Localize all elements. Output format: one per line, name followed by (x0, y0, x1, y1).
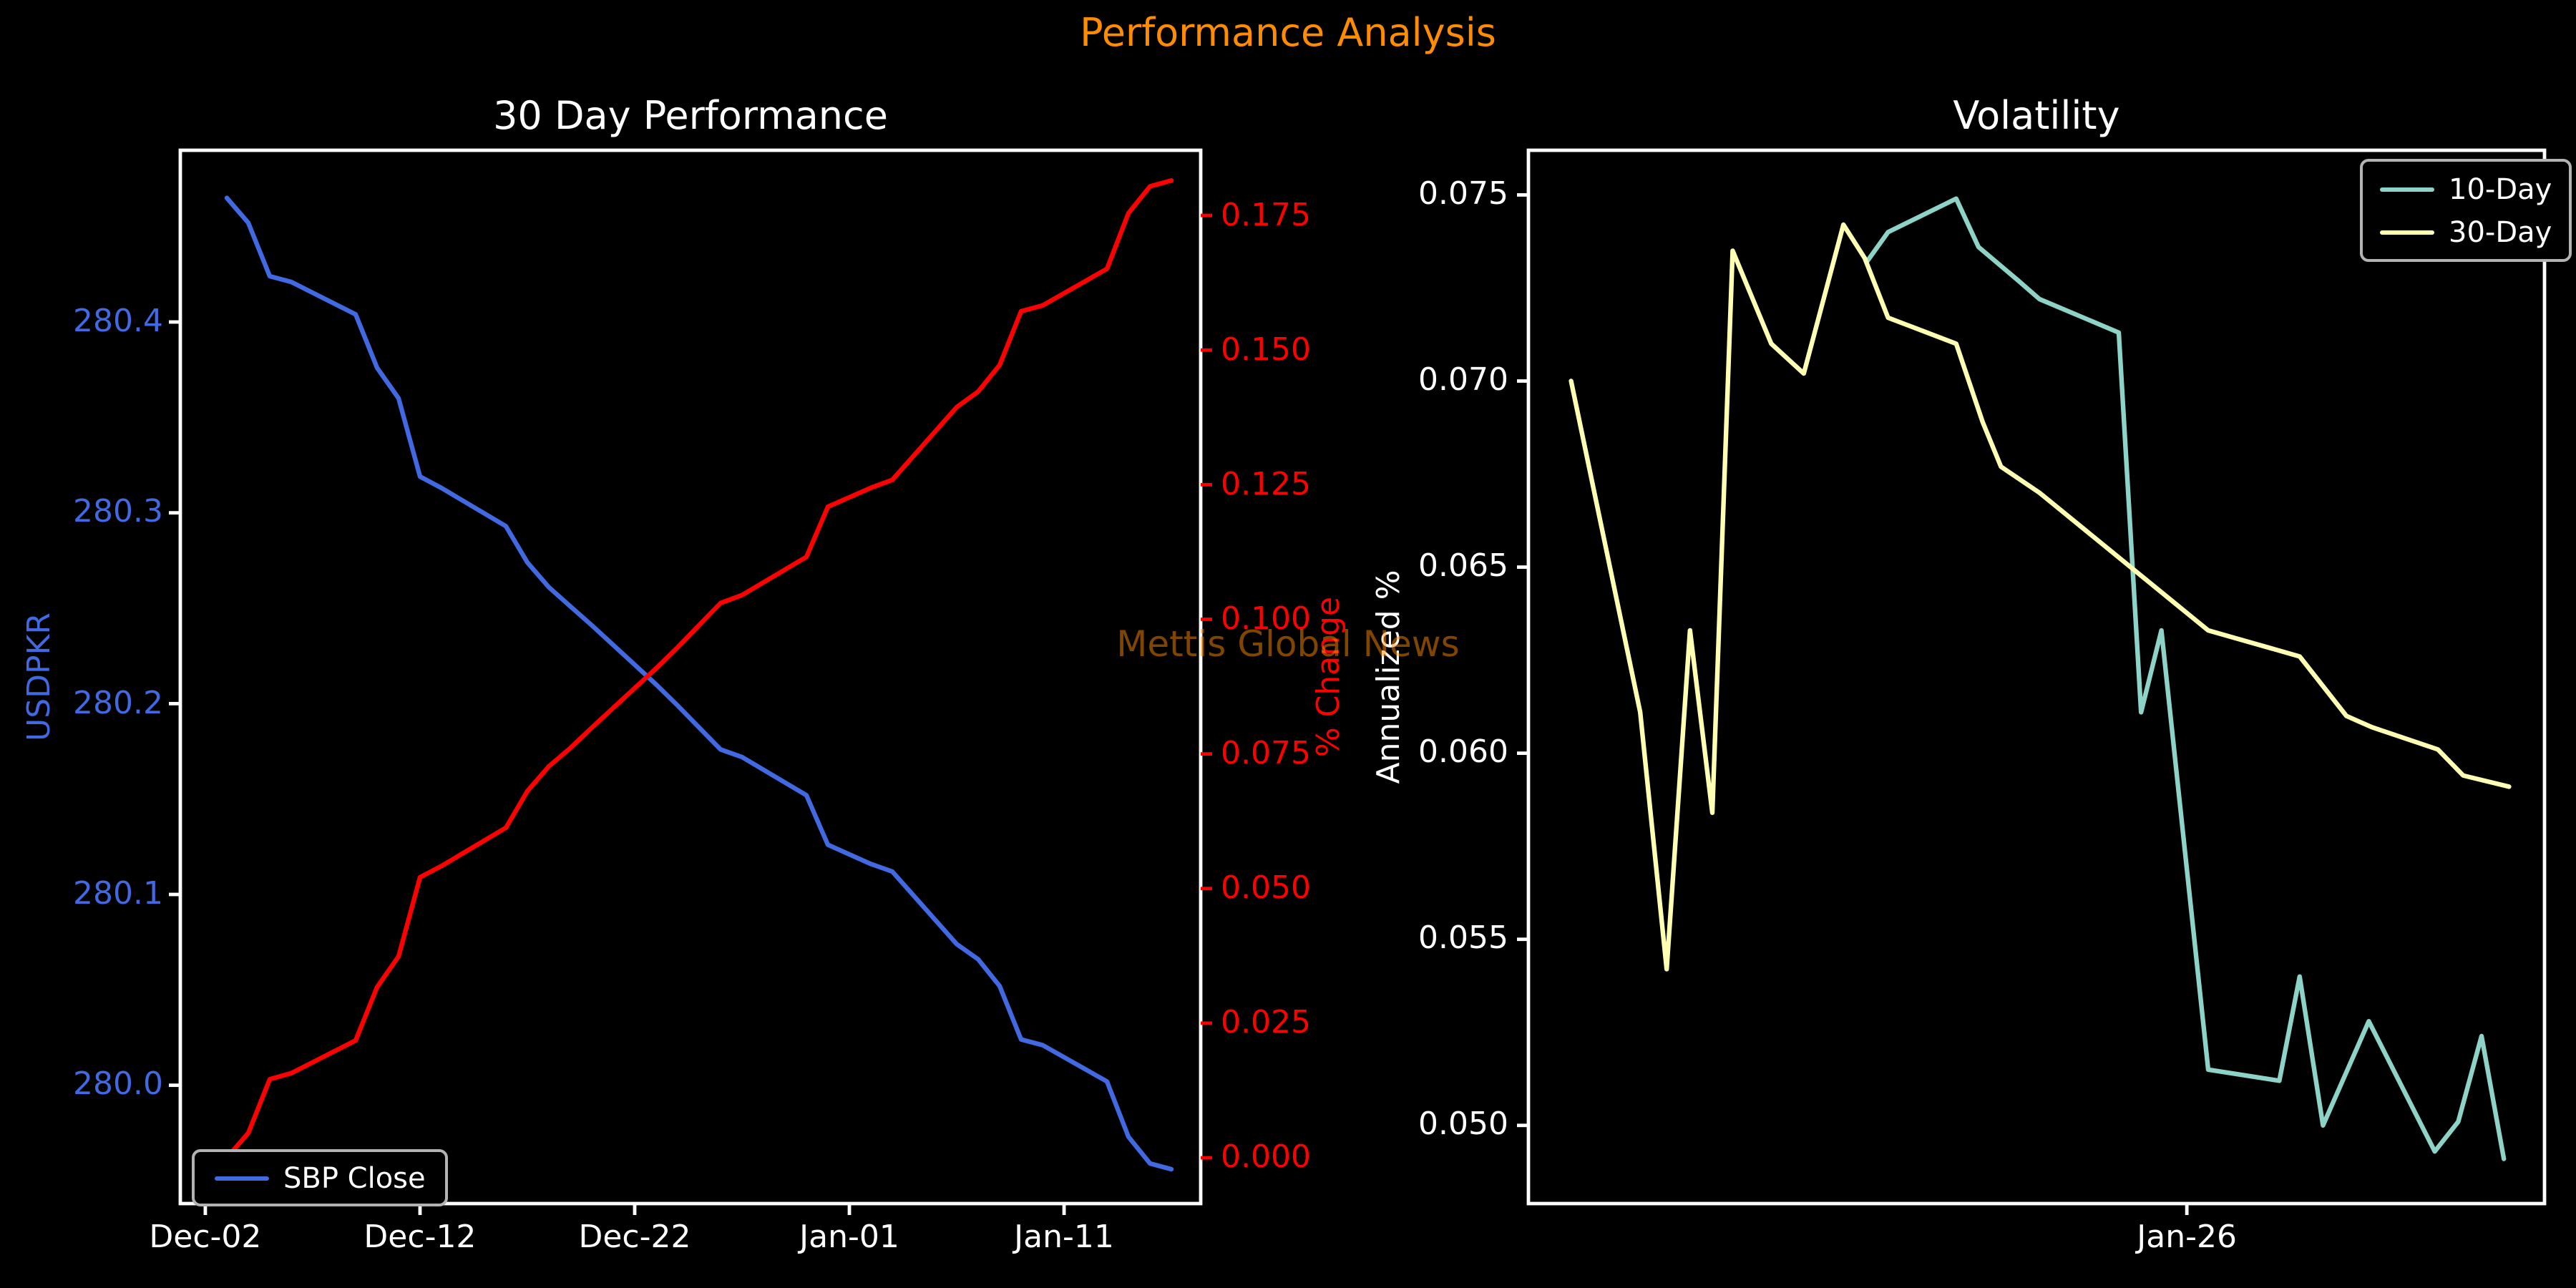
usdpkr-tick-label: 280.1 (73, 877, 163, 912)
thirty-day-legend-swatch (2380, 230, 2434, 234)
date-tick-label: Dec-02 (149, 1220, 262, 1256)
watermark: Mettis Global News (1116, 623, 1460, 665)
date-tick-label: Dec-22 (578, 1220, 691, 1256)
usdpkr-tick-label: 280.3 (73, 494, 163, 531)
annualized-tick-label: 0.065 (1418, 549, 1508, 585)
date-tick-label: Jan-26 (2137, 1220, 2238, 1256)
sbp-close-legend-swatch (215, 1176, 269, 1180)
annualized-tick-label: 0.055 (1418, 921, 1508, 957)
usdpkr-axis-label: USDPKR (22, 613, 58, 741)
pct-change-tick-label: 0.175 (1221, 197, 1311, 234)
plot-spine (1526, 148, 2547, 1206)
vol-10day-line (1864, 196, 2507, 1161)
sbp-close-legend-label: SBP Close (283, 1161, 426, 1195)
legend-sbp-close: SBP Close (192, 1149, 449, 1206)
pct-change-tick-label: 0.125 (1221, 467, 1311, 503)
annualized-tick-label: 0.070 (1418, 363, 1508, 399)
pct-change-axis-label: % Change (1312, 596, 1347, 758)
date-tick-label: Jan-01 (799, 1220, 899, 1256)
pct-change-tick-label: 0.025 (1221, 1005, 1311, 1041)
volatility-chart-title: Volatility (1953, 94, 2120, 139)
pct-change-line (224, 177, 1174, 1161)
pct-change-tick-label: 0.100 (1221, 601, 1311, 638)
usdpkr-tick-label: 280.0 (73, 1067, 163, 1103)
usdpkr-tick-label: 280.2 (73, 686, 163, 722)
annualized-tick-label: 0.050 (1418, 1107, 1508, 1143)
legend-row-10-day: 10-Day (2380, 170, 2552, 208)
annualized-tick-label: 0.060 (1418, 735, 1508, 771)
pct-change-tick-label: 0.075 (1221, 736, 1311, 772)
pct-change-tick-label: 0.150 (1221, 332, 1311, 369)
date-tick-label: Dec-12 (364, 1220, 477, 1256)
vol-30day-line (1568, 222, 2512, 972)
plot-spine (178, 148, 1203, 1206)
annualized-tick-label: 0.075 (1418, 177, 1508, 213)
ten-day-legend-label: 10-Day (2449, 172, 2552, 206)
figure-title: Performance Analysis (1080, 11, 1496, 56)
pct-change-tick-label: 0.050 (1221, 870, 1311, 907)
legend-volatility: 10-Day 30-Day (2360, 159, 2572, 262)
thirty-day-legend-label: 30-Day (2449, 215, 2552, 249)
legend-row-30-day: 30-Day (2380, 213, 2552, 250)
performance-chart-title: 30 Day Performance (493, 94, 888, 139)
sbp-close-line (224, 195, 1174, 1172)
ten-day-legend-swatch (2380, 187, 2434, 191)
usdpkr-tick-label: 280.4 (73, 304, 163, 340)
date-tick-label: Jan-11 (1014, 1220, 1114, 1256)
pct-change-tick-label: 0.000 (1221, 1140, 1311, 1176)
annualized-axis-label: Annualized % (1372, 570, 1407, 784)
